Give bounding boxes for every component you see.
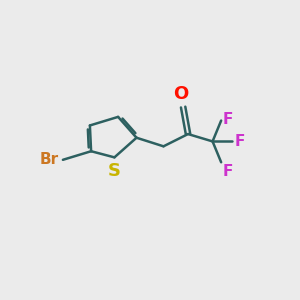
Text: S: S [108, 162, 121, 180]
Text: Br: Br [40, 152, 59, 167]
Text: F: F [223, 112, 233, 127]
Text: O: O [173, 85, 188, 103]
Text: F: F [234, 134, 244, 149]
Text: F: F [222, 164, 233, 179]
